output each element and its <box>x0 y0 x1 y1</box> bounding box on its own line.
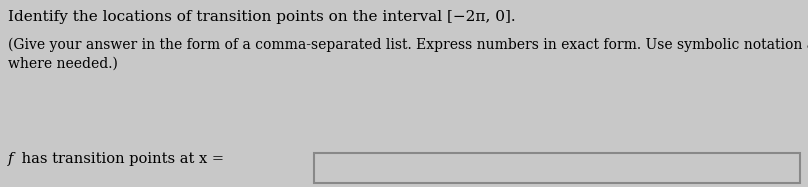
Text: Identify the locations of transition points on the interval [−2π, 0].: Identify the locations of transition poi… <box>8 10 516 24</box>
Text: has transition points at x =: has transition points at x = <box>17 152 224 166</box>
Text: f: f <box>8 152 14 166</box>
Text: where needed.): where needed.) <box>8 57 118 71</box>
FancyBboxPatch shape <box>314 153 800 183</box>
Text: (Give your answer in the form of a comma-separated list. Express numbers in exac: (Give your answer in the form of a comma… <box>8 38 808 52</box>
